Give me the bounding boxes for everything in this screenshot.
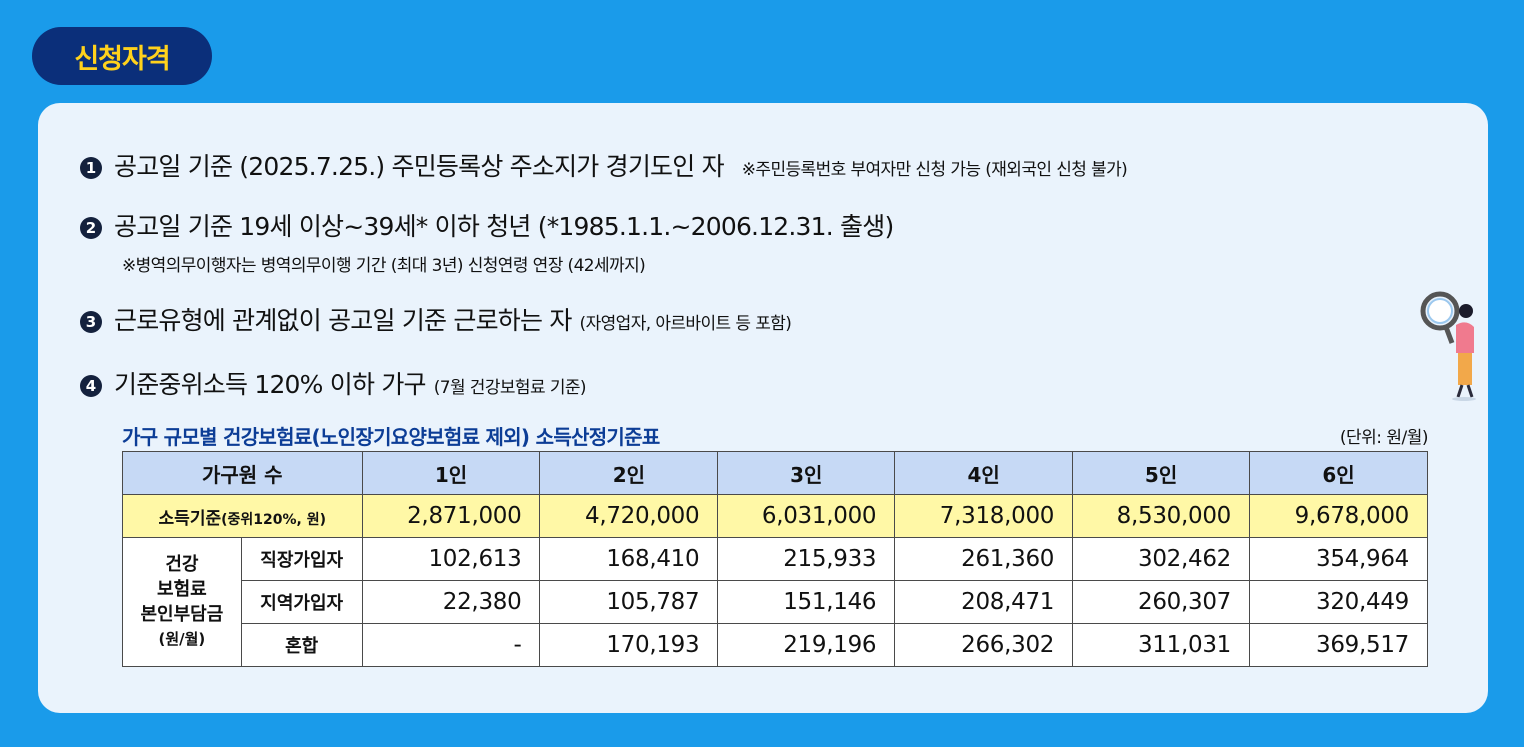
row-label: 지역가입자 bbox=[240, 580, 363, 624]
requirement-4: 4 기준중위소득 120% 이하 가구 (7월 건강보험료 기준) bbox=[80, 365, 587, 401]
header-col: 2인 bbox=[539, 451, 719, 495]
requirement-2-note: ※병역의무이행자는 병역의무이행 기간 (최대 3년) 신청연령 연장 (42세… bbox=[122, 256, 646, 276]
table-cell: 261,360 bbox=[894, 537, 1074, 581]
requirement-4-note: (7월 건강보험료 기준) bbox=[433, 378, 587, 398]
number-4-icon: 4 bbox=[80, 375, 102, 397]
table-cell: 168,410 bbox=[539, 537, 719, 581]
header-col: 6인 bbox=[1249, 451, 1428, 495]
eligibility-card: 1 공고일 기준 (2025.7.25.) 주민등록상 주소지가 경기도인 자 … bbox=[38, 103, 1488, 713]
table-title: 가구 규모별 건강보험료(노인장기요양보험료 제외) 소득산정기준표 bbox=[122, 425, 660, 449]
table-cell: 208,471 bbox=[894, 580, 1074, 624]
table-cell: 354,964 bbox=[1249, 537, 1428, 581]
requirement-3: 3 근로유형에 관계없이 공고일 기준 근로하는 자 (자영업자, 아르바이트 … bbox=[80, 301, 792, 337]
table-cell: 302,462 bbox=[1072, 537, 1251, 581]
group-label-line: 본인부담금 bbox=[140, 604, 224, 625]
requirement-3-text: 근로유형에 관계없이 공고일 기준 근로하는 자 bbox=[114, 306, 572, 335]
income-cell: 7,318,000 bbox=[894, 494, 1074, 538]
table-cell: 219,196 bbox=[717, 623, 896, 667]
table-cell: 311,031 bbox=[1072, 623, 1251, 667]
table-cell: 102,613 bbox=[361, 537, 541, 581]
requirement-1-note: ※주민등록번호 부여자만 신청 가능 (재외국인 신청 불가) bbox=[741, 160, 1128, 180]
table-cell: 105,787 bbox=[539, 580, 719, 624]
table-cell: 215,933 bbox=[717, 537, 896, 581]
header-col: 3인 bbox=[717, 451, 896, 495]
income-cell: 8,530,000 bbox=[1072, 494, 1251, 538]
table-cell: 369,517 bbox=[1249, 623, 1428, 667]
income-label: 소득기준(중위120%, 원) bbox=[122, 494, 363, 538]
income-table: 가구원 수 1인 2인 3인 4인 5인 6인 소득기준(중위120%, 원) … bbox=[122, 451, 1428, 667]
number-1-icon: 1 bbox=[80, 157, 102, 179]
table-cell: 151,146 bbox=[717, 580, 896, 624]
number-2-icon: 2 bbox=[80, 217, 102, 239]
group-label-line: 건강 bbox=[165, 554, 199, 575]
table-unit: (단위: 원/월) bbox=[1339, 428, 1429, 448]
header-col: 1인 bbox=[361, 451, 541, 495]
group-label-line: 보험료 bbox=[157, 579, 207, 600]
header-household: 가구원 수 bbox=[122, 451, 363, 495]
table-row: 지역가입자 22,380 105,787 151,146 208,471 260… bbox=[123, 580, 1428, 624]
insurance-group-label: 건강 보험료 본인부담금 (원/월) bbox=[122, 537, 242, 667]
table-cell: 266,302 bbox=[894, 623, 1074, 667]
table-cell: - bbox=[361, 623, 541, 667]
table-row: 혼합 - 170,193 219,196 266,302 311,031 369… bbox=[123, 623, 1428, 667]
section-badge: 신청자격 bbox=[32, 27, 212, 85]
person-with-magnifier-icon bbox=[1420, 291, 1476, 401]
income-cell: 2,871,000 bbox=[361, 494, 541, 538]
table-cell: 320,449 bbox=[1249, 580, 1428, 624]
row-label: 혼합 bbox=[240, 623, 363, 667]
table-cell: 170,193 bbox=[539, 623, 719, 667]
income-cell: 9,678,000 bbox=[1249, 494, 1428, 538]
number-3-icon: 3 bbox=[80, 311, 102, 333]
requirement-2-text: 공고일 기준 19세 이상~39세* 이하 청년 (*1985.1.1.~200… bbox=[114, 212, 894, 241]
table-cell: 22,380 bbox=[361, 580, 541, 624]
income-label-text: 소득기준 bbox=[158, 508, 222, 529]
header-col: 4인 bbox=[894, 451, 1074, 495]
requirement-1: 1 공고일 기준 (2025.7.25.) 주민등록상 주소지가 경기도인 자 … bbox=[80, 147, 1128, 183]
header-col: 5인 bbox=[1072, 451, 1251, 495]
row-label: 직장가입자 bbox=[240, 537, 363, 581]
income-row: 소득기준(중위120%, 원) 2,871,000 4,720,000 6,03… bbox=[122, 494, 1428, 538]
requirement-2: 2 공고일 기준 19세 이상~39세* 이하 청년 (*1985.1.1.~2… bbox=[80, 207, 894, 243]
table-cell: 260,307 bbox=[1072, 580, 1251, 624]
income-label-small: (중위120%, 원) bbox=[221, 511, 326, 528]
table-header-row: 가구원 수 1인 2인 3인 4인 5인 6인 bbox=[122, 451, 1428, 495]
requirement-1-text: 공고일 기준 (2025.7.25.) 주민등록상 주소지가 경기도인 자 bbox=[114, 152, 725, 181]
requirement-3-note: (자영업자, 아르바이트 등 포함) bbox=[579, 314, 792, 334]
table-row: 건강 보험료 본인부담금 (원/월) 직장가입자 102,613 168,410… bbox=[122, 537, 1428, 667]
group-label-line: (원/월) bbox=[158, 630, 206, 648]
income-cell: 6,031,000 bbox=[717, 494, 896, 538]
requirement-4-text: 기준중위소득 120% 이하 가구 bbox=[114, 370, 427, 399]
income-cell: 4,720,000 bbox=[539, 494, 719, 538]
